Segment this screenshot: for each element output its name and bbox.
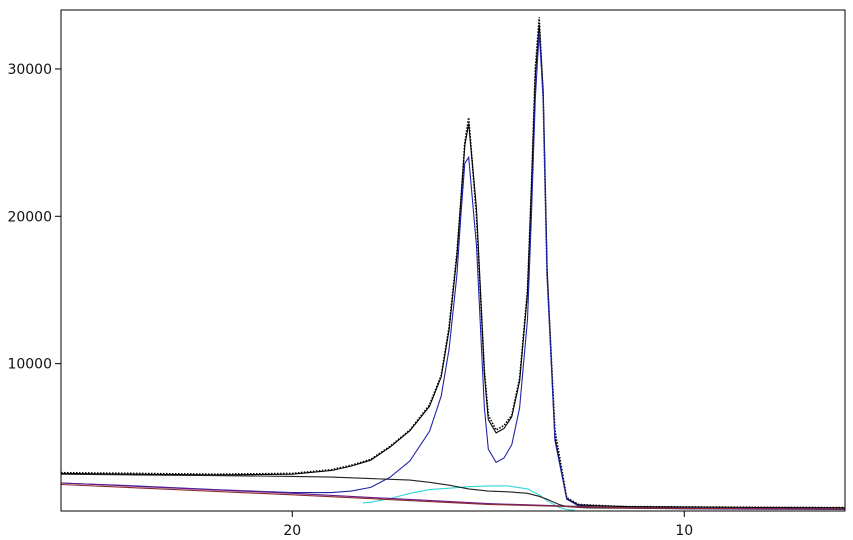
- series-background-4: [60, 473, 846, 510]
- series-layer: [60, 17, 846, 511]
- series-total-fit-1: [60, 24, 846, 509]
- series-peak-component-2: [60, 32, 846, 511]
- series-baseline-6: [60, 483, 846, 510]
- y-tick-label: 30000: [7, 62, 52, 78]
- axis-layer: 20 10 10000 20000 30000: [7, 62, 693, 539]
- x-tick-label: 10: [675, 523, 693, 539]
- series-peak-component-3: [362, 485, 575, 511]
- x-tick-label: 20: [283, 523, 301, 539]
- y-tick-label: 10000: [7, 357, 52, 373]
- y-tick-label: 20000: [7, 209, 52, 225]
- plot-frame: [60, 9, 846, 512]
